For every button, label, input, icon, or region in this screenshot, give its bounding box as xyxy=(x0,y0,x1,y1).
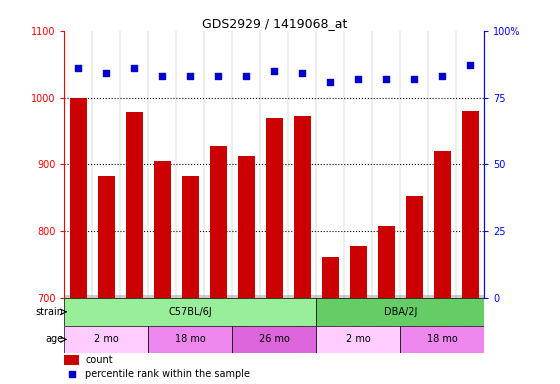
Bar xyxy=(182,176,199,298)
Point xyxy=(130,65,139,71)
Bar xyxy=(98,176,115,298)
Text: 18 mo: 18 mo xyxy=(175,334,206,344)
Bar xyxy=(64,298,316,326)
Bar xyxy=(238,156,255,298)
Bar xyxy=(378,226,395,298)
Bar xyxy=(210,146,227,298)
Point xyxy=(466,62,475,68)
Bar xyxy=(64,295,484,311)
Point xyxy=(74,65,83,71)
Title: GDS2929 / 1419068_at: GDS2929 / 1419068_at xyxy=(202,17,347,30)
Bar xyxy=(434,151,451,298)
Point xyxy=(242,73,251,79)
Bar xyxy=(154,161,171,298)
Bar xyxy=(322,257,339,298)
Point xyxy=(102,70,111,76)
Bar xyxy=(232,326,316,353)
Point xyxy=(186,73,195,79)
Point xyxy=(298,70,307,76)
Text: age: age xyxy=(45,334,63,344)
Point xyxy=(438,73,447,79)
Point xyxy=(270,68,279,74)
Bar xyxy=(64,326,148,353)
Point xyxy=(354,76,363,82)
Text: 2 mo: 2 mo xyxy=(94,334,119,344)
Bar xyxy=(316,326,400,353)
Bar xyxy=(400,326,484,353)
Text: percentile rank within the sample: percentile rank within the sample xyxy=(85,369,250,379)
Bar xyxy=(148,326,232,353)
Point xyxy=(214,73,223,79)
Bar xyxy=(406,197,423,298)
Text: count: count xyxy=(85,355,113,365)
Bar xyxy=(316,298,484,326)
Point xyxy=(67,371,76,377)
Bar xyxy=(64,355,79,366)
Bar xyxy=(266,118,283,298)
Point xyxy=(410,76,419,82)
Text: C57BL/6J: C57BL/6J xyxy=(169,307,212,317)
Bar xyxy=(350,246,367,298)
Text: strain: strain xyxy=(35,307,63,317)
Text: DBA/2J: DBA/2J xyxy=(384,307,417,317)
Bar xyxy=(294,116,311,298)
Point xyxy=(382,76,391,82)
Bar xyxy=(462,111,479,298)
Text: 18 mo: 18 mo xyxy=(427,334,458,344)
Text: 26 mo: 26 mo xyxy=(259,334,290,344)
Bar xyxy=(126,112,143,298)
Point xyxy=(326,78,335,84)
Bar xyxy=(70,98,87,298)
Text: 2 mo: 2 mo xyxy=(346,334,371,344)
Point xyxy=(158,73,167,79)
